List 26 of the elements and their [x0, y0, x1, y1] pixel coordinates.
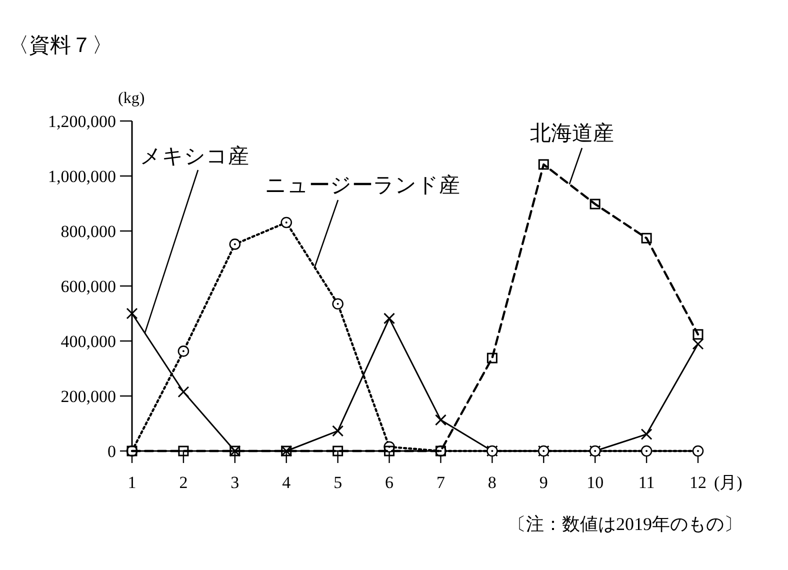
x-tick-label: 5	[334, 473, 342, 492]
x-tick-label: 8	[488, 473, 496, 492]
y-tick-label: 0	[108, 442, 116, 461]
y-tick-label: 1,000,000	[48, 167, 116, 186]
xlabel: (月)	[714, 473, 742, 492]
x-tick-label: 7	[436, 473, 446, 492]
y-tick-label: 1,200,000	[48, 112, 116, 131]
y-tick-label: 800,000	[60, 222, 116, 241]
x-tick-label: 11	[638, 473, 655, 492]
x-tick-label: 3	[230, 473, 240, 492]
title: 〈資料７〉	[8, 33, 113, 57]
x-tick-label: 9	[539, 473, 548, 492]
y-tick-label: 200,000	[60, 387, 116, 406]
y-tick-label: 400,000	[60, 332, 116, 351]
y-tick-label: 600,000	[60, 277, 116, 296]
x-tick-label: 4	[282, 473, 292, 492]
x-tick-label: 10	[586, 473, 604, 492]
x-tick-label: 6	[385, 473, 394, 492]
series-name: メキシコ産	[140, 144, 249, 168]
series-name: 北海道産	[530, 121, 614, 145]
x-tick-label: 2	[179, 473, 188, 492]
series-name: ニュージーランド産	[265, 173, 460, 197]
ylabel: (kg)	[118, 90, 145, 107]
x-tick-label: 1	[128, 473, 136, 492]
x-tick-label: 12	[690, 473, 706, 492]
annotation: 〔注：数値は2019年のもの〕	[508, 514, 742, 534]
